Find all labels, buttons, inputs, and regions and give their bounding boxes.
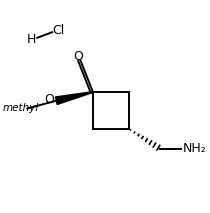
Polygon shape: [55, 92, 93, 104]
Text: O: O: [44, 93, 54, 106]
Text: Cl: Cl: [52, 24, 64, 37]
Text: methyl: methyl: [3, 104, 39, 114]
Text: H: H: [26, 33, 36, 46]
Text: NH₂: NH₂: [182, 142, 206, 155]
Text: O: O: [73, 50, 83, 63]
